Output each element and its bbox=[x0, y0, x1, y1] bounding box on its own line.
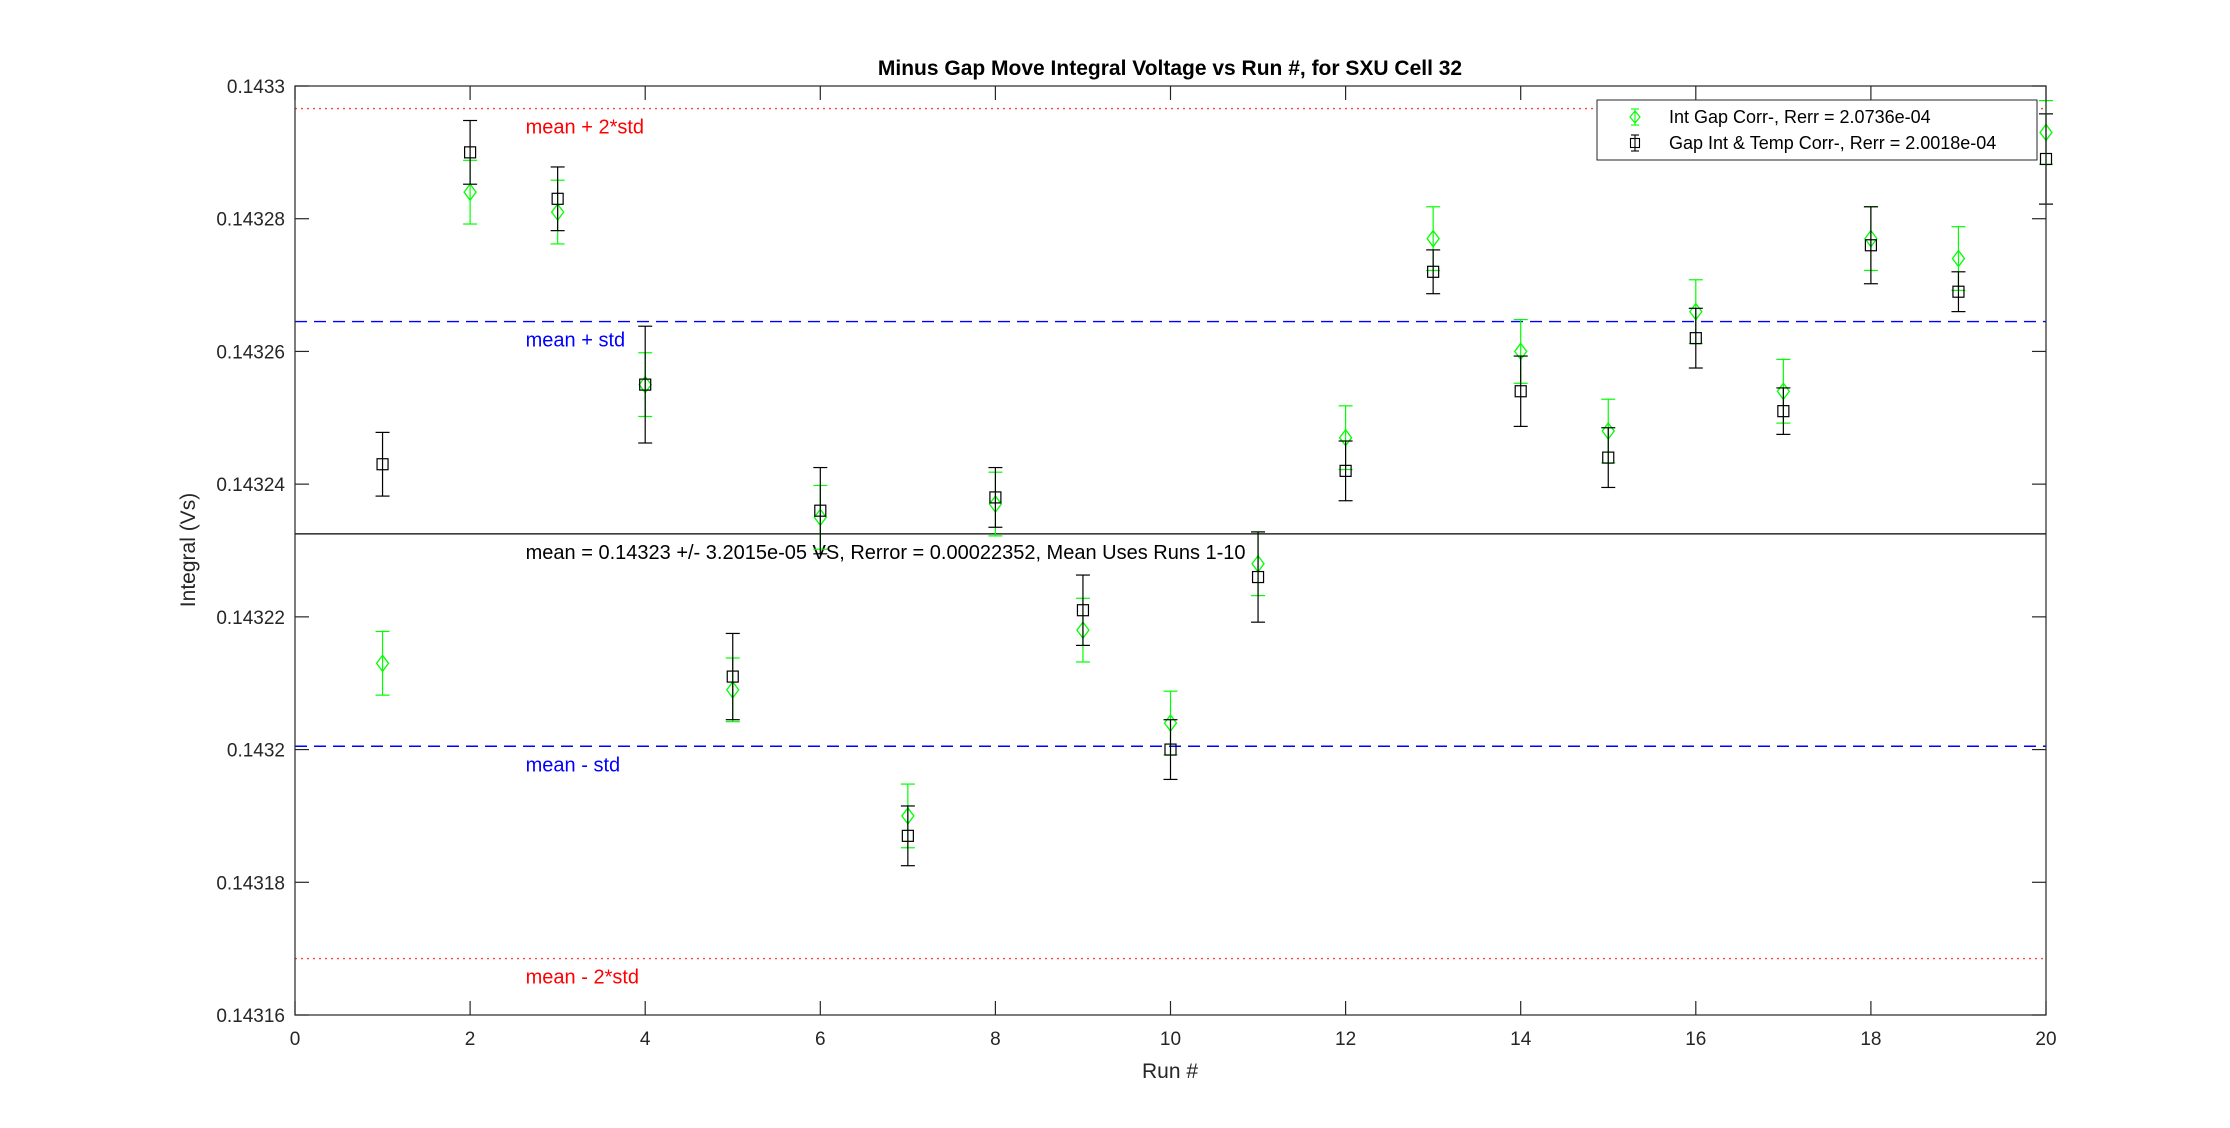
data-point bbox=[1427, 265, 1440, 278]
reference-line-label: mean + 2*std bbox=[526, 117, 644, 139]
data-point bbox=[1951, 249, 1966, 268]
error-bar bbox=[900, 805, 915, 867]
reference-line-label: mean - 2*std bbox=[526, 967, 639, 989]
error-bar bbox=[1338, 440, 1353, 502]
data-point bbox=[464, 146, 477, 159]
x-tick-label: 14 bbox=[1510, 1029, 1532, 1050]
x-tick-label: 2 bbox=[465, 1029, 476, 1050]
error-bar bbox=[813, 466, 828, 555]
data-point bbox=[1602, 451, 1615, 464]
data-point bbox=[376, 458, 389, 471]
legend-marker bbox=[1629, 110, 1641, 124]
error-bar bbox=[1163, 719, 1178, 781]
data-point bbox=[1777, 405, 1790, 418]
data-point bbox=[1251, 570, 1265, 584]
reference-line-label: mean - std bbox=[526, 754, 620, 776]
data-point bbox=[1076, 604, 1090, 617]
x-axis: 0 2 4 6 8 10 12 14 16 18 20 bbox=[290, 86, 2057, 1050]
error-bar bbox=[638, 325, 653, 444]
error-bar bbox=[1688, 307, 1703, 369]
x-axis-label: Run # bbox=[1142, 1060, 1198, 1083]
error-bar bbox=[988, 466, 1003, 528]
legend-label: Int Gap Corr-, Rerr = 2.0736e-04 bbox=[1669, 107, 1931, 127]
data-point bbox=[726, 670, 739, 683]
reference-lines: mean + 2*std mean + std mean = 0.14323 +/-… bbox=[295, 107, 2046, 989]
error-bar bbox=[1251, 531, 1266, 623]
error-bar bbox=[375, 431, 390, 497]
chart-title: Minus Gap Move Integral Voltage vs Run #… bbox=[878, 57, 1462, 80]
data-point bbox=[463, 183, 477, 202]
data-point bbox=[901, 829, 914, 842]
x-tick-label: 20 bbox=[2035, 1029, 2056, 1050]
y-tick-label: 0.14328 bbox=[216, 210, 285, 231]
error-bar bbox=[1601, 427, 1616, 489]
x-tick-label: 16 bbox=[1685, 1029, 1706, 1050]
y-tick-label: 0.14318 bbox=[216, 873, 285, 894]
error-bar bbox=[375, 630, 390, 696]
data-point bbox=[1864, 239, 1878, 252]
x-tick-label: 12 bbox=[1335, 1029, 1356, 1050]
x-tick-label: 0 bbox=[290, 1029, 301, 1050]
data-point bbox=[1164, 743, 1177, 756]
legend-item: Int Gap Corr-, Rerr = 2.0736e-04 bbox=[1629, 107, 1931, 127]
error-bar bbox=[1513, 355, 1528, 428]
y-tick-label: 0.1433 bbox=[227, 77, 285, 98]
reference-line-label: mean = 0.14323 +/- 3.2015e-05 VS, Rerror… bbox=[526, 542, 1246, 564]
x-tick-label: 10 bbox=[1160, 1029, 1181, 1050]
error-bar bbox=[725, 632, 740, 721]
y-tick-label: 0.14316 bbox=[216, 1006, 285, 1027]
data-point bbox=[551, 192, 564, 205]
error-bar bbox=[1075, 574, 1090, 646]
data-point bbox=[1689, 332, 1702, 345]
y-axis-label: Integral (Vs) bbox=[177, 493, 200, 607]
y-tick-label: 0.14324 bbox=[216, 475, 285, 496]
error-bar bbox=[463, 119, 478, 185]
x-tick-label: 6 bbox=[815, 1029, 826, 1050]
legend-marker bbox=[1629, 137, 1641, 149]
error-bar bbox=[1863, 206, 1878, 285]
legend-label: Gap Int & Temp Corr-, Rerr = 2.0018e-04 bbox=[1669, 133, 1996, 153]
data-point bbox=[639, 378, 652, 391]
y-tick-label: 0.14322 bbox=[216, 608, 285, 629]
legend-item: Gap Int & Temp Corr-, Rerr = 2.0018e-04 bbox=[1629, 133, 1996, 153]
error-bar bbox=[1776, 387, 1791, 435]
error-bar bbox=[1951, 271, 1966, 313]
data-point bbox=[814, 504, 827, 517]
y-axis: 0.14316 0.14318 0.1432 0.14322 0.14324 0.1432… bbox=[216, 77, 2046, 1027]
x-tick-label: 4 bbox=[640, 1029, 651, 1050]
x-tick-label: 18 bbox=[1860, 1029, 1881, 1050]
error-bar bbox=[550, 166, 565, 232]
error-bar bbox=[1426, 249, 1441, 295]
data-point bbox=[1426, 229, 1440, 248]
y-tick-label: 0.1432 bbox=[227, 741, 285, 762]
data-point bbox=[989, 491, 1002, 504]
reference-line-label: mean + std bbox=[526, 330, 626, 352]
data-point bbox=[1514, 385, 1527, 398]
x-tick-label: 8 bbox=[990, 1029, 1001, 1050]
plot-background bbox=[295, 86, 2046, 1015]
y-tick-label: 0.14326 bbox=[216, 342, 285, 363]
legend-box bbox=[1596, 99, 2038, 161]
data-point bbox=[1952, 285, 1965, 298]
legend: Int Gap Corr-, Rerr = 2.0736e-04 Gap Int … bbox=[1596, 99, 2038, 161]
data-point bbox=[375, 654, 390, 673]
data-point bbox=[1339, 464, 1352, 477]
